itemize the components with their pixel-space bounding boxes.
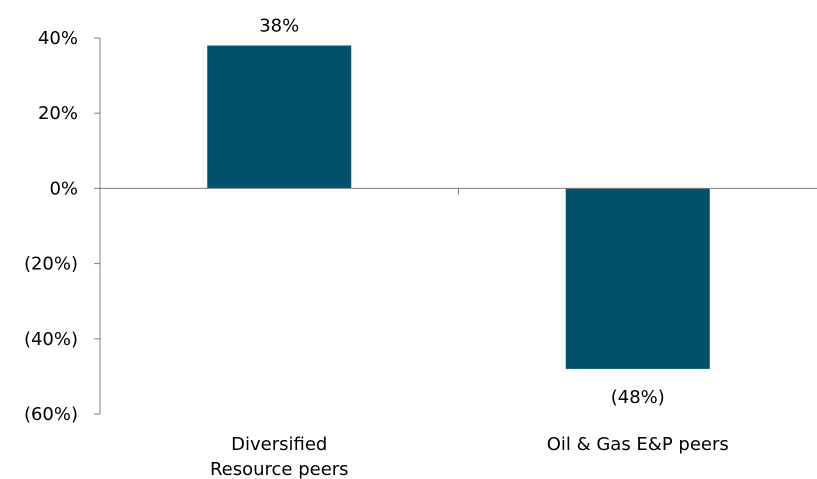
category-label: Diversified Resource peers [210, 434, 349, 479]
y-axis: 40% 20% 0% (20%) (40%) (60%) [24, 28, 101, 425]
data-label: (48%) [611, 387, 665, 408]
category-label: Oil & Gas E&P peers [547, 434, 729, 455]
y-tick-label: (20%) [24, 254, 78, 275]
bar [565, 188, 710, 369]
y-tick-label: 20% [38, 103, 78, 124]
bar [207, 45, 352, 189]
y-tick-label: (40%) [24, 329, 78, 350]
data-labels-group: 38% (48%) [259, 16, 665, 408]
data-label: 38% [259, 16, 299, 37]
y-tick-label: 40% [38, 28, 78, 49]
bars-group [207, 45, 710, 369]
y-tick-label: (60%) [24, 404, 78, 425]
x-axis [100, 187, 817, 195]
category-labels-group: Diversified Resource peers Oil & Gas E&P p… [210, 434, 729, 479]
y-tick-label: 0% [49, 178, 78, 199]
